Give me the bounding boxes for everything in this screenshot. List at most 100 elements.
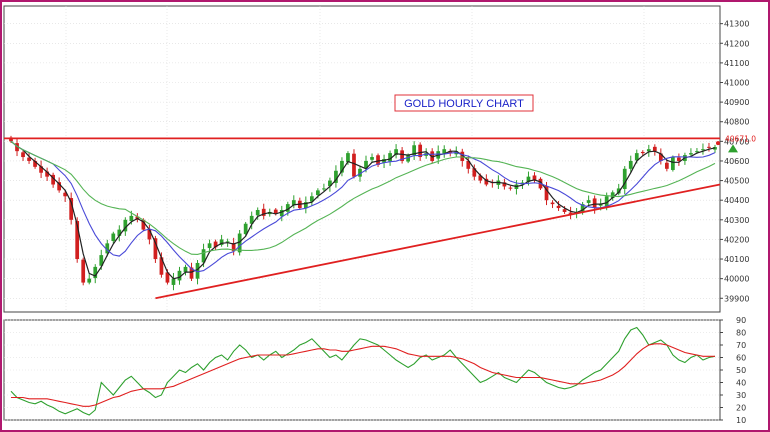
- oscillator-tick-label: 10: [736, 416, 746, 425]
- candle-body: [406, 155, 410, 162]
- oscillator-tick-label: 30: [736, 391, 746, 400]
- candle-body: [586, 200, 591, 203]
- price-tick-label: 40700: [724, 137, 749, 146]
- candle-body: [478, 175, 483, 181]
- candle-body: [352, 153, 356, 177]
- candle-body: [147, 229, 152, 240]
- candle-body: [322, 188, 326, 190]
- candle-body: [430, 151, 435, 161]
- candle-body: [580, 204, 585, 212]
- candle-body: [556, 205, 561, 209]
- last-price-dot: [715, 141, 720, 146]
- moving-average-mid-line: [10, 140, 716, 273]
- candle-body: [695, 151, 699, 153]
- candle-body: [448, 150, 453, 154]
- price-plot-area: [3, 5, 721, 313]
- price-tick-label: 41000: [724, 79, 749, 88]
- candle-body: [123, 219, 128, 232]
- candle-body: [177, 270, 182, 281]
- price-tick-label: 40300: [724, 216, 749, 225]
- candle-body: [568, 212, 573, 214]
- candle-body: [604, 196, 609, 207]
- last-price-label: 40671.0: [725, 134, 756, 143]
- candle-body: [195, 262, 200, 279]
- candle-body: [502, 182, 507, 187]
- candle-body: [346, 153, 350, 163]
- candle-body: [285, 204, 290, 212]
- candle-body: [39, 166, 43, 173]
- candle-body: [364, 160, 368, 169]
- price-tick-label: 40500: [724, 177, 749, 186]
- price-tick-label: 40800: [724, 118, 749, 127]
- chart-title: GOLD HOURLY CHART: [394, 94, 534, 112]
- candle-body: [562, 209, 567, 212]
- candle-body: [87, 278, 92, 283]
- moving-average-fast-line: [10, 140, 716, 280]
- candle-body: [689, 153, 693, 155]
- candle-body: [394, 149, 398, 155]
- candle-body: [129, 215, 134, 221]
- support-trendline: [155, 183, 721, 300]
- candle-body: [658, 153, 663, 161]
- candle-body: [616, 188, 621, 194]
- candle-body: [231, 243, 236, 252]
- oscillator-tick-label: 80: [736, 329, 746, 338]
- candle-body: [370, 157, 374, 160]
- candle-body: [141, 219, 146, 230]
- candle-body: [159, 257, 164, 275]
- candle-body: [111, 233, 116, 241]
- candle-body: [99, 255, 104, 266]
- candle-body: [69, 198, 74, 220]
- candle-body: [472, 168, 477, 177]
- candle-body: [201, 249, 206, 263]
- price-panel: 39900 40000 40100 40200 40300 40400 40500 40600…: [3, 5, 756, 313]
- candle-body: [418, 144, 423, 158]
- candle-body: [213, 241, 218, 248]
- oscillator-tick-label: 90: [736, 316, 746, 325]
- chart-title-box: [394, 94, 534, 112]
- candle-body: [466, 160, 471, 169]
- candle-body: [75, 220, 80, 260]
- candle-body: [303, 202, 308, 209]
- candle-body: [340, 160, 344, 173]
- candle-body: [165, 272, 170, 283]
- candle-body: [640, 151, 645, 154]
- candle-body: [153, 238, 158, 260]
- candle-body: [701, 149, 705, 151]
- candle-body: [671, 157, 675, 170]
- candle-body: [316, 190, 320, 196]
- candle-body: [225, 241, 230, 243]
- chart-title-text: GOLD HOURLY CHART: [404, 98, 524, 110]
- candle-body: [309, 196, 314, 202]
- candle-body: [207, 243, 212, 249]
- oscillator-tick-label: 50: [736, 366, 746, 375]
- candle-body: [219, 239, 224, 245]
- candle-body: [15, 143, 19, 152]
- candle-body: [598, 204, 603, 206]
- candle-body: [117, 229, 122, 236]
- candle-body: [93, 266, 98, 279]
- candle-body: [279, 210, 284, 217]
- price-tick-label: 40000: [724, 275, 749, 284]
- oscillator-tick-label: 20: [736, 404, 746, 413]
- candle-body: [652, 146, 657, 152]
- candle-body: [291, 200, 296, 206]
- candle-body: [388, 153, 392, 162]
- candle-body: [81, 259, 86, 283]
- candle-body: [376, 155, 380, 165]
- price-tick-label: 39900: [724, 294, 749, 303]
- moving-average-slow-line: [10, 140, 716, 255]
- price-tick-label: 41300: [724, 20, 749, 29]
- candle-body: [677, 157, 681, 161]
- candle-body: [460, 151, 465, 161]
- candle-body: [664, 162, 669, 169]
- candle-body: [442, 149, 447, 154]
- candle-body: [526, 176, 531, 182]
- price-tick-label: 40200: [724, 235, 749, 244]
- oscillator-panel: 10 20 30 40 50 60 70 80 90: [3, 316, 746, 425]
- candle-body: [21, 152, 25, 158]
- candle-body: [358, 168, 362, 177]
- candle-body: [334, 170, 338, 183]
